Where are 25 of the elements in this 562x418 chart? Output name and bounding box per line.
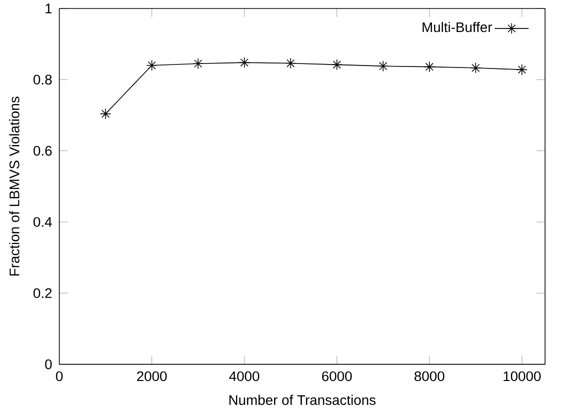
y-tick-label: 0.2 bbox=[34, 288, 52, 298]
point bbox=[285, 58, 296, 69]
x-axis-title: Number of Transactions bbox=[229, 394, 376, 405]
point bbox=[238, 57, 250, 68]
x-tick-label: 0 bbox=[56, 371, 63, 382]
legend-label: Multi-Buffer bbox=[422, 22, 492, 32]
x-tick-label: 8000 bbox=[414, 371, 444, 382]
point bbox=[146, 60, 158, 71]
y-tick-label: 0.6 bbox=[34, 146, 52, 156]
x-tick-label: 6000 bbox=[322, 371, 352, 382]
point bbox=[192, 58, 204, 70]
point bbox=[100, 108, 112, 120]
y-tick-label: 0.8 bbox=[34, 74, 52, 85]
point bbox=[331, 59, 342, 70]
y-tick-label: 0 bbox=[45, 359, 52, 370]
y-tick-label: 1 bbox=[46, 4, 52, 14]
y-axis-title: Fraction of LBMVS Violations bbox=[9, 96, 20, 276]
x-tick-label: 4000 bbox=[229, 371, 260, 382]
point bbox=[470, 62, 482, 74]
point bbox=[378, 60, 389, 72]
x-tick-label: 2000 bbox=[137, 371, 167, 382]
x-tick-label: 10000 bbox=[504, 371, 541, 382]
y-tick-label: 0.4 bbox=[34, 217, 52, 227]
point bbox=[516, 64, 528, 76]
point bbox=[424, 61, 435, 72]
